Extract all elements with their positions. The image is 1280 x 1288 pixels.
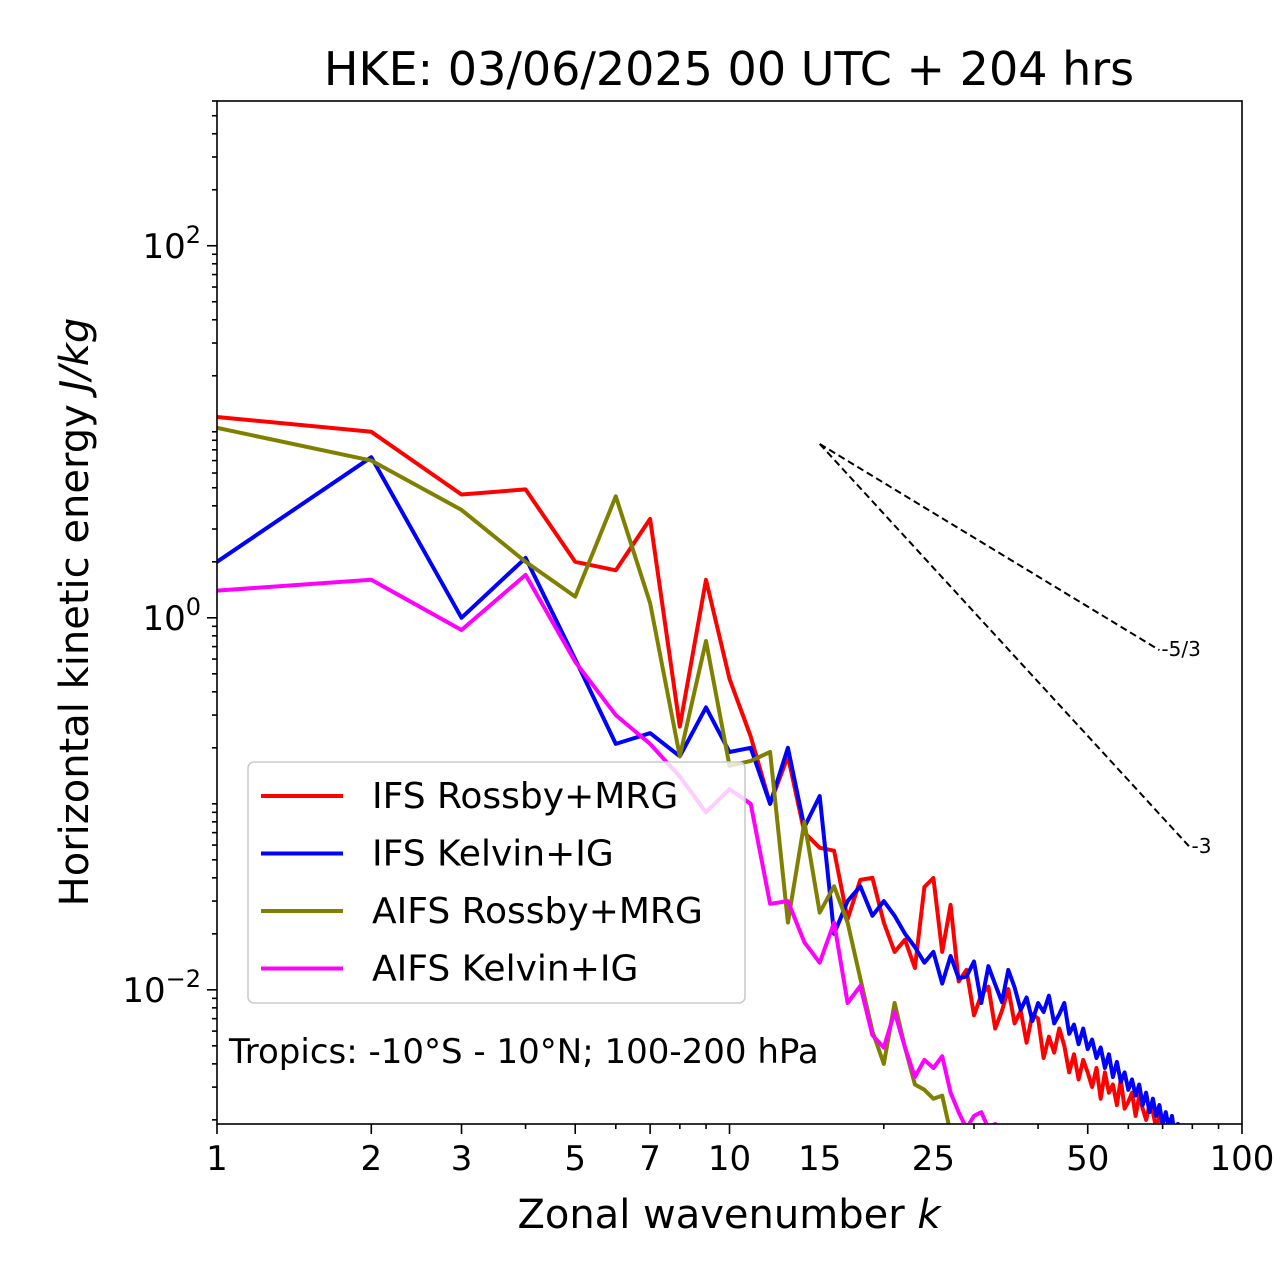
x-tick-label: 15 bbox=[798, 1139, 841, 1179]
x-tick-label: 5 bbox=[564, 1139, 586, 1179]
x-axis-label: Zonal wavenumber k bbox=[517, 1192, 942, 1238]
legend: IFS Rossby+MRG IFS Kelvin+IG AIFS Rossby+M… bbox=[247, 761, 746, 1004]
series-line-ifs-kelvin-ig bbox=[217, 455, 1181, 1124]
x-tick-label: 25 bbox=[912, 1139, 955, 1179]
x-tick-label: 1 bbox=[206, 1139, 228, 1179]
legend-label-aifs-rossby-mrg: AIFS Rossby+MRG bbox=[372, 891, 703, 932]
y-axis-label: Horizontal kinetic energy J/kg bbox=[52, 318, 98, 907]
x-tick-label: 7 bbox=[639, 1139, 661, 1179]
x-tick-label: 10 bbox=[708, 1139, 751, 1179]
series-line-aifs-rossby-mrg bbox=[217, 425, 951, 1124]
chart-title: HKE: 03/06/2025 00 UTC + 204 hrs bbox=[324, 42, 1134, 96]
reference-slope-label: -3 bbox=[1192, 834, 1212, 858]
y-axis-ticks: 10−2 100 102 bbox=[122, 100, 217, 1121]
region-annotation: Tropics: -10°S - 10°N; 100-200 hPa bbox=[228, 1032, 819, 1072]
x-axis-ticks: 1 2 3 5 7 10 15 25 50 100 bbox=[206, 1124, 1274, 1179]
reference-slope-line bbox=[819, 443, 1191, 848]
x-tick-label: 100 bbox=[1210, 1139, 1275, 1179]
x-tick-label: 3 bbox=[451, 1139, 473, 1179]
series-line-ifs-rossby-mrg bbox=[217, 414, 1181, 1124]
reference-slope-labels: -5/3 -3 bbox=[1161, 637, 1211, 858]
legend-label-aifs-kelvin-ig: AIFS Kelvin+IG bbox=[372, 949, 638, 990]
x-tick-label: 2 bbox=[360, 1139, 382, 1179]
legend-label-ifs-kelvin-ig: IFS Kelvin+IG bbox=[372, 834, 614, 875]
reference-slope-label: -5/3 bbox=[1161, 637, 1200, 661]
legend-frame bbox=[247, 761, 746, 1004]
y-tick-label: 100 bbox=[142, 593, 201, 639]
reference-slopes bbox=[819, 443, 1191, 848]
legend-entries: IFS Rossby+MRG IFS Kelvin+IG AIFS Rossby+M… bbox=[261, 776, 703, 990]
legend-label-ifs-rossby-mrg: IFS Rossby+MRG bbox=[372, 776, 678, 817]
x-tick-label: 50 bbox=[1066, 1139, 1109, 1179]
y-tick-label: 10−2 bbox=[122, 965, 201, 1011]
y-tick-label: 102 bbox=[142, 221, 201, 267]
reference-slope-line bbox=[819, 443, 1160, 652]
